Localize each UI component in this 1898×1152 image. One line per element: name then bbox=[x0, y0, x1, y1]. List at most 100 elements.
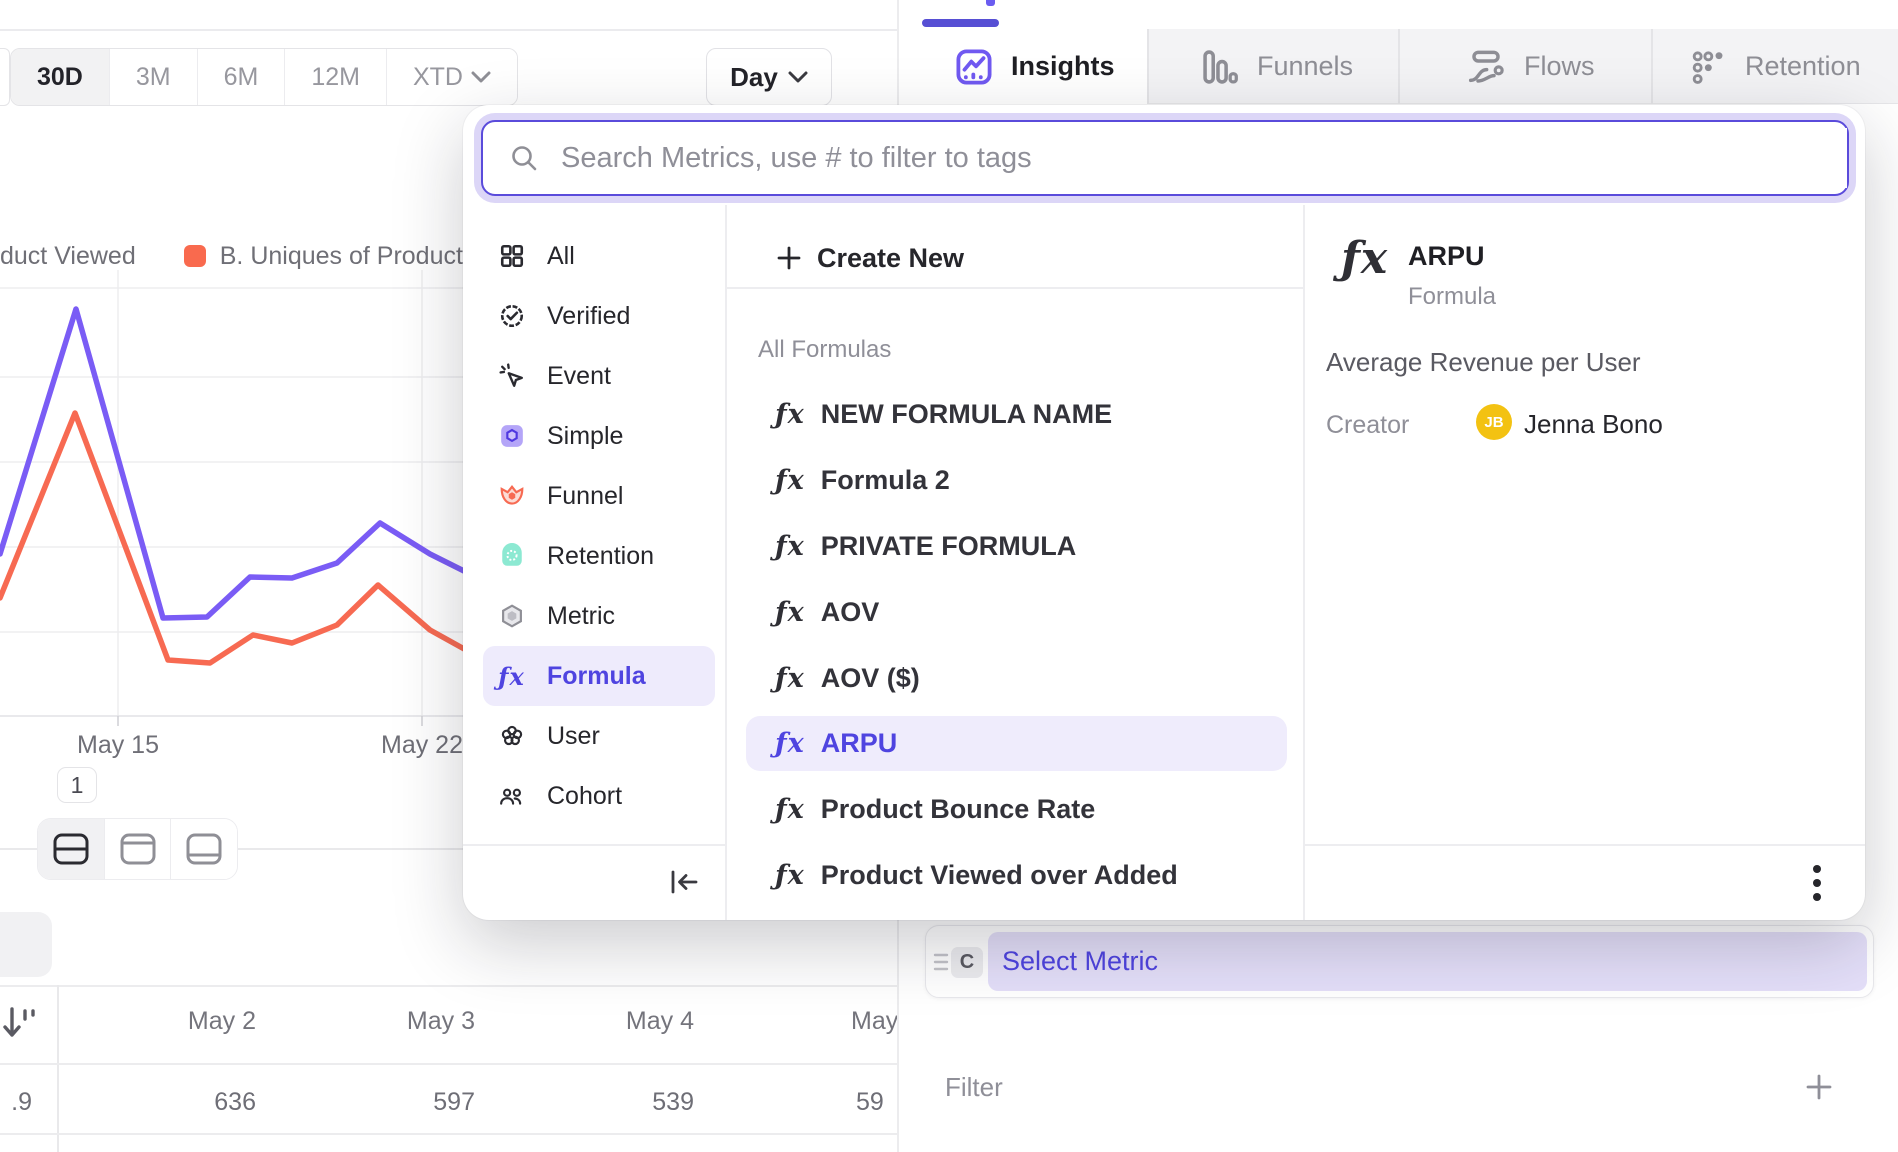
table-value: 636 bbox=[214, 1088, 256, 1116]
tab-separator bbox=[1398, 29, 1400, 104]
sidebar-item-formula[interactable]: ƒx Formula bbox=[483, 646, 715, 706]
sidebar-item-label: Metric bbox=[547, 601, 616, 630]
sidebar-item-label: User bbox=[547, 721, 600, 750]
range-6m-button[interactable]: 6M bbox=[197, 49, 286, 105]
list-item-formula[interactable]: ƒx Formula 2 bbox=[725, 447, 1303, 513]
layout-top-button[interactable] bbox=[104, 819, 172, 879]
sidebar-item-label: Funnel bbox=[547, 481, 624, 510]
tab-retention[interactable]: Retention bbox=[1651, 29, 1898, 104]
list-item-formula[interactable]: ƒx Product Bounce Rate bbox=[725, 776, 1303, 842]
list-item-formula[interactable]: ƒx PRIVATE FORMULA bbox=[725, 513, 1303, 579]
table-row-divider bbox=[0, 1133, 897, 1135]
layout-toggle-group bbox=[37, 818, 238, 880]
search-box bbox=[481, 120, 1849, 196]
sidebar-item-all[interactable]: All bbox=[483, 226, 715, 286]
metric-hexagon-icon bbox=[498, 603, 525, 630]
list-item-formula[interactable]: ƒx Product Viewed over Added bbox=[725, 842, 1303, 908]
funnel-metric-icon bbox=[498, 483, 525, 510]
sidebar-item-label: Retention bbox=[547, 541, 655, 570]
page-number-button[interactable]: 1 bbox=[57, 767, 97, 803]
table-border bbox=[0, 985, 897, 987]
granularity-dropdown[interactable]: Day bbox=[706, 48, 832, 106]
nav-logo-fragment bbox=[986, 0, 995, 6]
retention-metric-icon bbox=[498, 543, 525, 570]
more-options-button[interactable] bbox=[1799, 861, 1835, 905]
formula-name: AOV bbox=[820, 596, 880, 627]
legend-item-a[interactable]: duct Viewed bbox=[0, 241, 136, 270]
list-item-formula-selected[interactable]: ƒx ARPU bbox=[746, 716, 1287, 771]
layout-bottom-button[interactable] bbox=[171, 819, 237, 879]
funnels-icon bbox=[1203, 49, 1238, 84]
details-description: Average Revenue per User bbox=[1326, 347, 1641, 377]
sort-icon[interactable] bbox=[2, 1003, 36, 1045]
list-divider bbox=[1303, 205, 1305, 920]
sidebar-item-label: Simple bbox=[547, 421, 624, 450]
layout-split-icon bbox=[53, 833, 89, 865]
x-axis-label: May 22 bbox=[381, 731, 463, 759]
tab-separator bbox=[1651, 29, 1653, 104]
series-line-a-purple bbox=[0, 306, 469, 621]
tab-separator bbox=[1147, 29, 1149, 104]
table-value: 597 bbox=[433, 1088, 475, 1116]
fx-icon: ƒx bbox=[775, 464, 805, 496]
sidebar-item-user[interactable]: User bbox=[483, 706, 715, 766]
tab-label: Insights bbox=[1011, 51, 1115, 81]
table-header: May 2 bbox=[187, 1007, 256, 1035]
metric-position-badge: C bbox=[951, 947, 983, 978]
range-30d-button[interactable]: 30D bbox=[11, 49, 110, 105]
formula-name: Formula 2 bbox=[820, 464, 950, 495]
sidebar-item-label: Formula bbox=[547, 661, 646, 690]
formula-name: NEW FORMULA NAME bbox=[820, 398, 1113, 429]
verified-badge-icon bbox=[498, 303, 525, 330]
collapse-sidebar-button[interactable] bbox=[667, 865, 701, 899]
sidebar-item-funnel[interactable]: Funnel bbox=[483, 466, 715, 526]
sidebar-item-cohort[interactable]: Cohort bbox=[483, 766, 715, 826]
series-chip-partial[interactable] bbox=[0, 912, 52, 977]
search-input[interactable] bbox=[539, 128, 1847, 188]
granularity-label: Day bbox=[730, 61, 778, 92]
create-new-button[interactable]: Create New bbox=[725, 232, 1303, 284]
fx-icon: ƒx bbox=[775, 728, 805, 759]
range-12m-button[interactable]: 12M bbox=[285, 49, 387, 105]
sidebar-item-metric[interactable]: Metric bbox=[483, 586, 715, 646]
list-item-formula[interactable]: ƒx AOV ($) bbox=[725, 645, 1303, 711]
range-xtd-button[interactable]: XTD bbox=[386, 49, 517, 105]
fx-icon: ƒx bbox=[775, 793, 805, 825]
sidebar-footer-divider bbox=[463, 844, 725, 846]
formula-fx-icon: ƒx bbox=[498, 661, 525, 691]
tab-insights[interactable]: Insights bbox=[899, 29, 1147, 104]
table-column-divider bbox=[57, 985, 59, 1152]
avatar: JB bbox=[1476, 404, 1512, 440]
table-header: May 4 bbox=[625, 1007, 694, 1035]
sidebar-item-simple[interactable]: Simple bbox=[483, 406, 715, 466]
layout-split-button[interactable] bbox=[38, 819, 105, 879]
grid-icon bbox=[498, 243, 525, 270]
collapse-left-icon bbox=[671, 870, 698, 894]
series-line-b-orange bbox=[0, 410, 469, 666]
sidebar-item-verified[interactable]: Verified bbox=[483, 286, 715, 346]
sidebar-item-label: Event bbox=[547, 361, 611, 390]
details-title: ARPU bbox=[1408, 241, 1485, 271]
creator-name: Jenna Bono bbox=[1524, 409, 1663, 439]
filter-section: Filter bbox=[925, 1068, 1874, 1108]
sidebar-item-event[interactable]: Event bbox=[483, 346, 715, 406]
range-xtd-label: XTD bbox=[412, 62, 463, 91]
tab-funnels[interactable]: Funnels bbox=[1147, 29, 1398, 104]
time-range-partial-button[interactable] bbox=[0, 48, 10, 106]
sidebar-item-retention[interactable]: Retention bbox=[483, 526, 715, 586]
sidebar-divider bbox=[725, 205, 727, 920]
tab-flows[interactable]: Flows bbox=[1398, 29, 1651, 104]
metric-builder-card: C Select Metric bbox=[925, 925, 1874, 998]
select-metric-button[interactable]: Select Metric bbox=[988, 932, 1867, 991]
cohort-people-icon bbox=[498, 783, 525, 810]
list-item-formula[interactable]: ƒx AOV bbox=[725, 579, 1303, 645]
filter-label: Filter bbox=[945, 1072, 1003, 1102]
list-item-formula[interactable]: ƒx NEW FORMULA NAME bbox=[725, 381, 1303, 447]
range-3m-button[interactable]: 3M bbox=[109, 49, 198, 105]
drag-handle-icon[interactable] bbox=[932, 947, 950, 977]
formula-name: Product Bounce Rate bbox=[820, 793, 1096, 824]
formula-name: AOV ($) bbox=[820, 662, 920, 693]
fx-icon: ƒx bbox=[775, 398, 805, 430]
add-filter-icon[interactable] bbox=[1802, 1070, 1836, 1104]
kebab-menu-icon bbox=[1813, 865, 1821, 901]
